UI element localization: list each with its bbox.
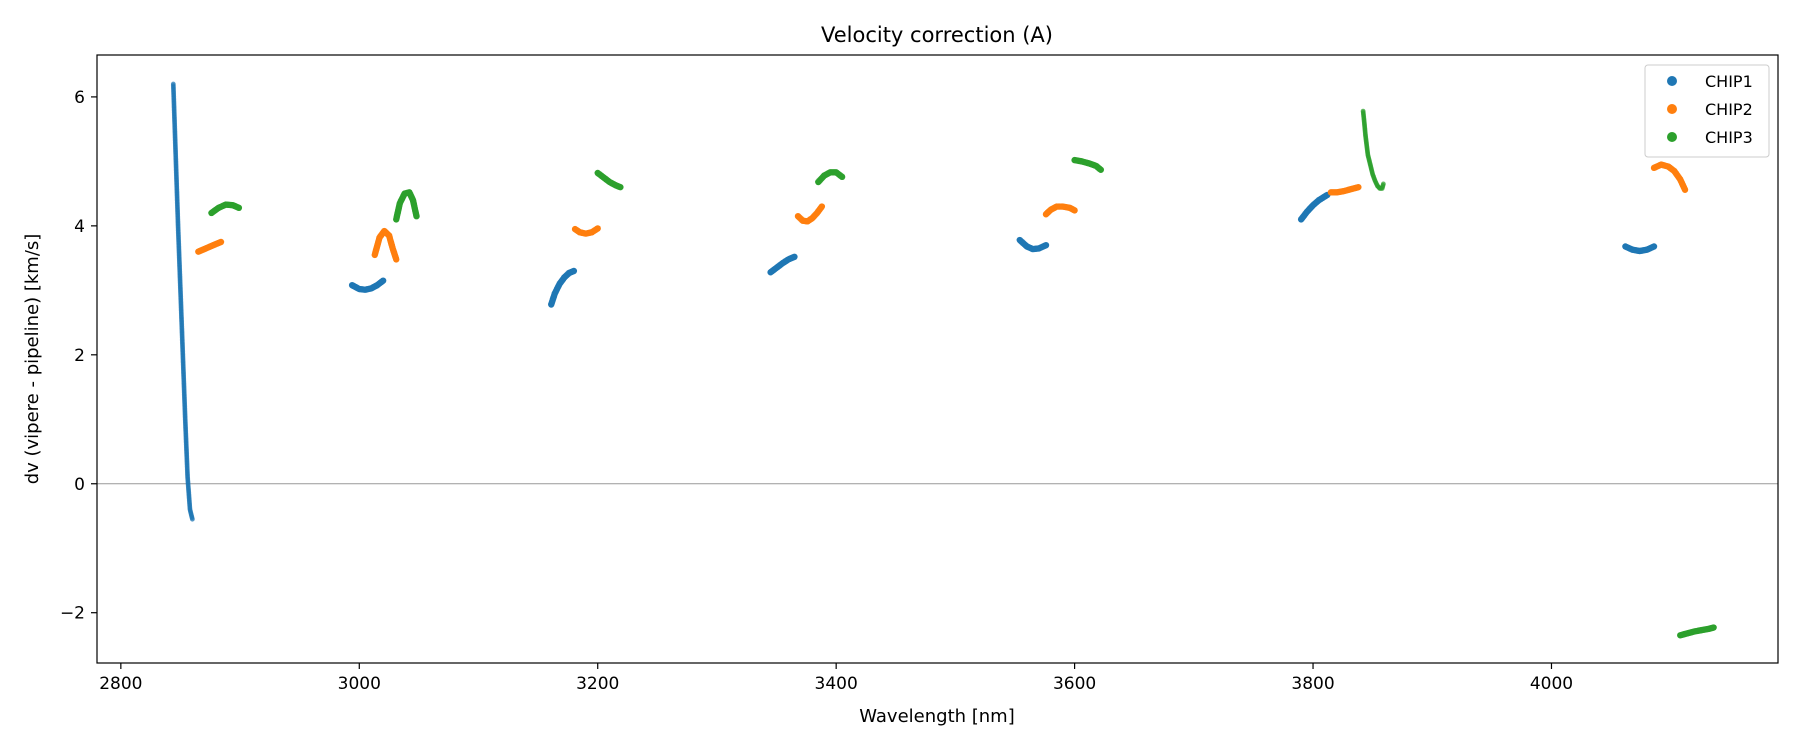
legend-marker-chip3 xyxy=(1667,132,1677,142)
x-tick-label: 4000 xyxy=(1530,674,1573,694)
legend-marker-chip2 xyxy=(1667,104,1677,114)
chart-title: Velocity correction (A) xyxy=(821,23,1053,47)
data-point xyxy=(594,225,601,232)
x-tick-label: 3800 xyxy=(1291,674,1334,694)
x-tick-label: 3000 xyxy=(338,674,381,694)
series-chip2 xyxy=(195,161,1689,263)
y-tick-label: 6 xyxy=(74,88,85,108)
data-point xyxy=(1355,183,1362,191)
data-point xyxy=(1380,181,1386,187)
data-point xyxy=(838,173,846,181)
data-point xyxy=(1650,243,1658,250)
x-tick-label: 3600 xyxy=(1053,674,1096,694)
data-point xyxy=(235,204,243,212)
data-point xyxy=(791,253,798,261)
data-point xyxy=(570,267,578,275)
data-point xyxy=(217,238,225,246)
legend-label-chip2: CHIP2 xyxy=(1705,100,1753,119)
x-tick-label: 2800 xyxy=(99,674,142,694)
plot-frame xyxy=(96,54,1779,664)
data-point xyxy=(1071,207,1078,214)
data-point xyxy=(413,212,420,220)
plot-background xyxy=(97,55,1778,663)
data-point xyxy=(379,277,387,284)
series-chip3 xyxy=(208,108,1717,639)
y-tick-label: 2 xyxy=(74,346,85,366)
data-point xyxy=(1710,624,1717,631)
y-tick-label: −2 xyxy=(60,604,85,624)
y-axis-label: dv (vipere - pipeline) [km/s] xyxy=(22,234,43,485)
data-point xyxy=(189,516,195,522)
legend-label-chip1: CHIP1 xyxy=(1705,72,1753,91)
y-tick-label: 0 xyxy=(74,475,85,495)
data-point xyxy=(1042,242,1050,249)
data-point xyxy=(1681,186,1689,193)
series-chip1 xyxy=(170,81,1658,522)
y-tick-label: 4 xyxy=(74,217,85,237)
x-tick-label: 3200 xyxy=(576,674,619,694)
data-point xyxy=(617,183,624,191)
data-point xyxy=(818,203,826,210)
data-point xyxy=(1097,166,1105,173)
x-tick-label: 3400 xyxy=(815,674,858,694)
x-axis-label: Wavelength [nm] xyxy=(859,706,1015,727)
legend-label-chip3: CHIP3 xyxy=(1705,128,1753,147)
legend: CHIP1 CHIP2 CHIP3 xyxy=(1644,64,1770,158)
legend-marker-chip1 xyxy=(1667,76,1677,86)
data-point xyxy=(393,256,400,263)
